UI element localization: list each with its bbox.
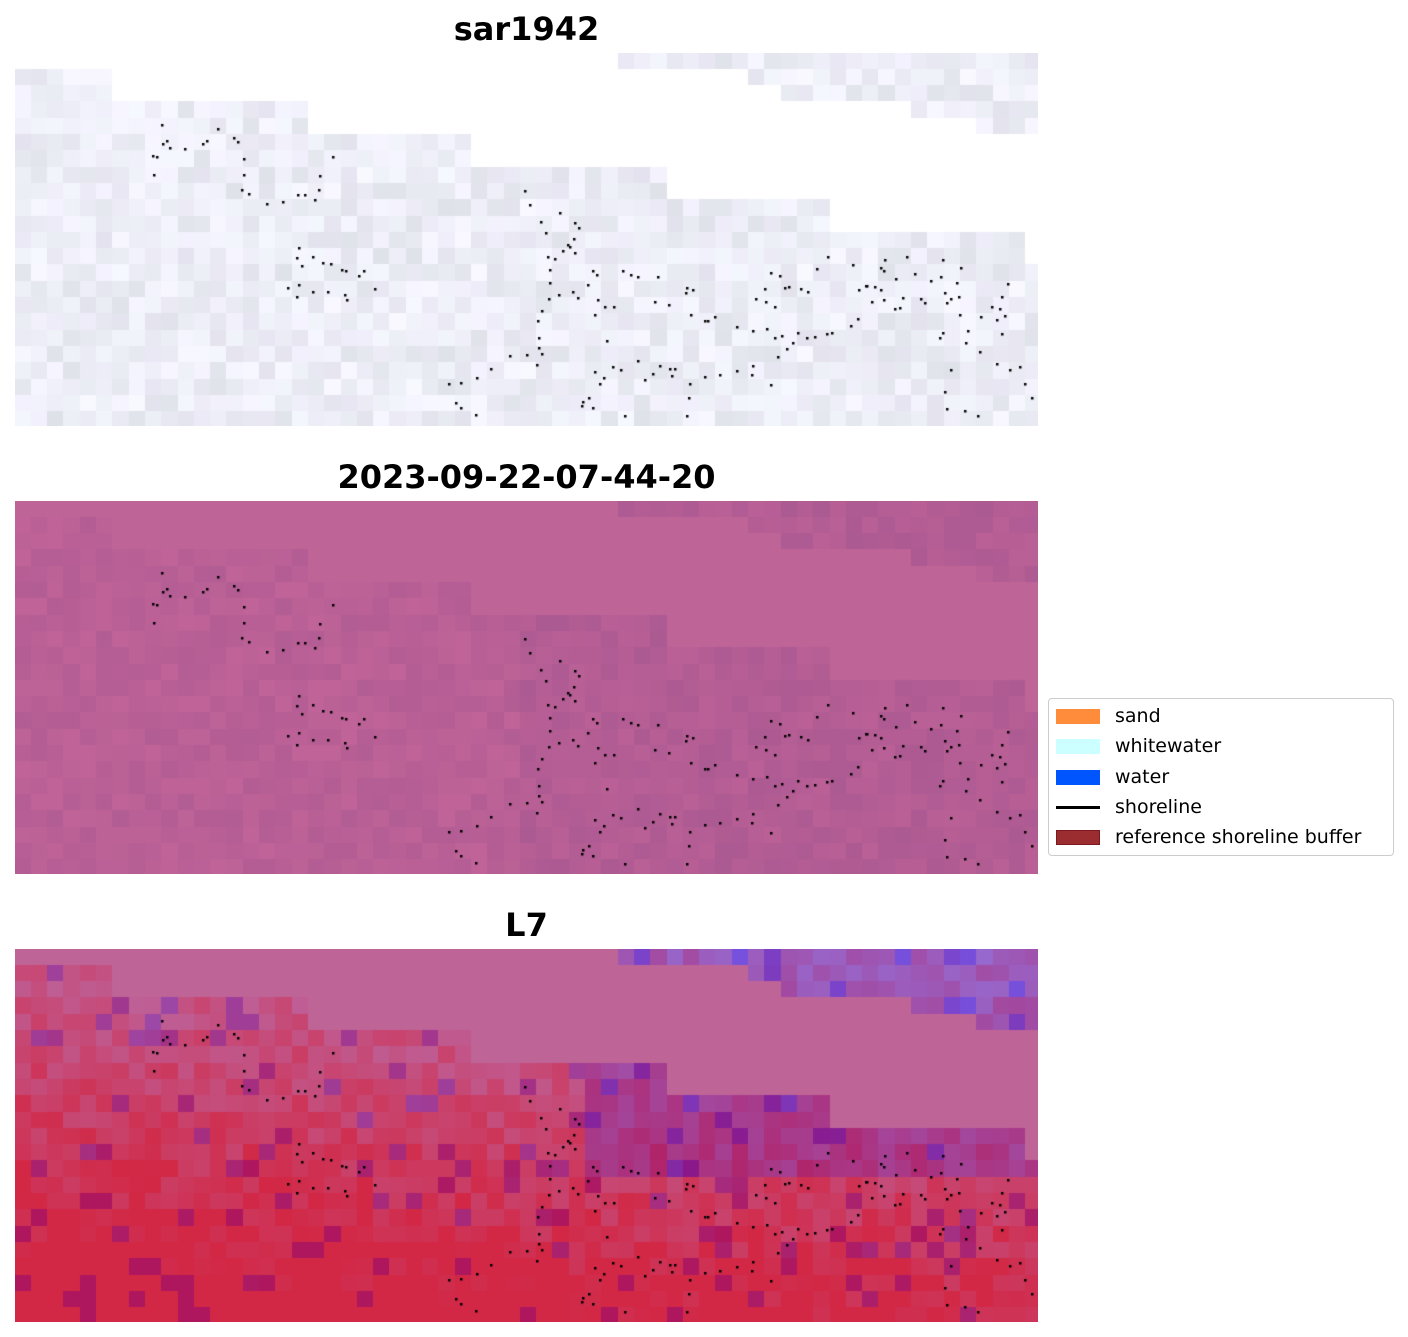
legend-item-reference-buffer: reference shoreline buffer bbox=[1056, 826, 1361, 848]
legend-item-whitewater: whitewater bbox=[1056, 735, 1221, 757]
legend-item-shoreline: shoreline bbox=[1056, 796, 1202, 818]
legend-label: water bbox=[1115, 766, 1170, 788]
image-panel-2023-09-22 bbox=[15, 501, 1038, 874]
image-panel-sar1942 bbox=[15, 53, 1038, 426]
water-swatch bbox=[1056, 769, 1100, 785]
panel-title-sar1942: sar1942 bbox=[453, 10, 600, 48]
legend-label: sand bbox=[1115, 705, 1161, 727]
shoreline-line-swatch bbox=[1056, 805, 1100, 809]
image-panel-l7 bbox=[15, 949, 1038, 1322]
legend: sand whitewater water shoreline referenc… bbox=[1048, 698, 1394, 856]
legend-item-sand: sand bbox=[1056, 705, 1161, 727]
reference-buffer-swatch bbox=[1056, 829, 1100, 845]
sand-swatch bbox=[1056, 708, 1100, 724]
panel-title-l7: L7 bbox=[505, 906, 548, 944]
panel-title-date: 2023-09-22-07-44-20 bbox=[337, 458, 716, 496]
legend-label: shoreline bbox=[1115, 796, 1202, 818]
whitewater-swatch bbox=[1056, 738, 1100, 754]
legend-item-water: water bbox=[1056, 766, 1169, 788]
legend-label: reference shoreline buffer bbox=[1115, 826, 1362, 848]
legend-label: whitewater bbox=[1115, 735, 1222, 757]
